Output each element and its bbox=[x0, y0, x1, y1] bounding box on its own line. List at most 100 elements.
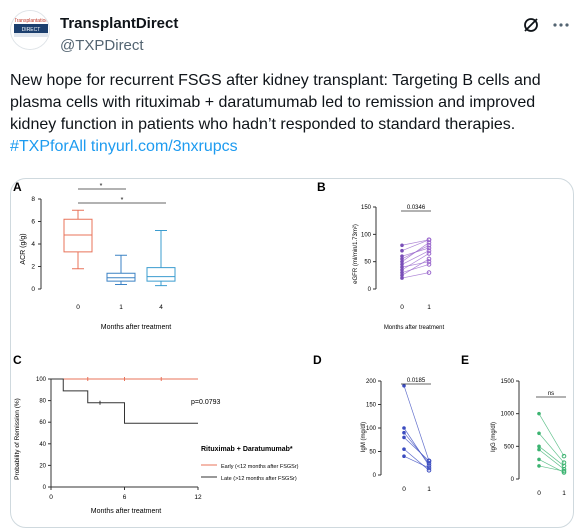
c-series-line bbox=[51, 378, 198, 424]
d-ytick-label: 150 bbox=[366, 403, 377, 409]
hashtag-link[interactable]: #TXPforAll bbox=[10, 138, 87, 155]
c-ytick-label: 100 bbox=[36, 377, 47, 383]
grok-icon[interactable] bbox=[522, 16, 540, 34]
c-ytick-label: 60 bbox=[39, 420, 46, 426]
d-pair-line bbox=[403, 448, 430, 471]
b-point bbox=[400, 265, 404, 269]
panel-d-label: D bbox=[313, 353, 322, 367]
e-pair-line bbox=[538, 413, 565, 457]
b-point bbox=[426, 251, 432, 256]
b-point bbox=[426, 270, 432, 275]
d-ytick-label: 100 bbox=[366, 426, 377, 432]
logo-icon: Transplantation DIRECT bbox=[11, 11, 49, 49]
a-xtick-label: 0 bbox=[76, 304, 80, 311]
d-point bbox=[402, 430, 406, 435]
b-point bbox=[400, 273, 404, 278]
panel-d-ylabel: IgM (mg/dl) bbox=[361, 422, 367, 452]
a-xtick-label: 1 bbox=[119, 304, 123, 311]
e-point bbox=[537, 464, 541, 468]
d-ytick-label: 200 bbox=[366, 379, 377, 385]
b-point bbox=[426, 248, 432, 254]
a-box bbox=[63, 218, 93, 253]
e-pair-line bbox=[538, 465, 565, 472]
b-pair-line bbox=[401, 264, 430, 273]
legend-early: Early (<12 months after FSGSr) bbox=[221, 464, 299, 470]
d-pair-line bbox=[403, 437, 430, 462]
a-box bbox=[146, 267, 176, 282]
panel-a: A ACR (g/g) 0 2 4 6 8 0 1 4 Months after treat… bbox=[13, 180, 176, 331]
e-ytick-label: 0 bbox=[511, 477, 515, 483]
b-point bbox=[426, 256, 432, 262]
d-pair-line bbox=[403, 427, 430, 466]
d-point bbox=[402, 454, 406, 459]
e-point bbox=[561, 468, 567, 474]
handle[interactable]: @TXPDirect bbox=[60, 37, 144, 54]
d-point bbox=[426, 465, 432, 471]
avatar[interactable]: Transplantation DIRECT bbox=[10, 10, 50, 50]
a-box bbox=[106, 272, 136, 282]
c-ytick-label: 80 bbox=[39, 399, 46, 405]
a-ytick-label: 8 bbox=[31, 196, 35, 203]
b-point bbox=[400, 243, 404, 248]
panel-b-xlabel: Months after treatment bbox=[384, 325, 445, 331]
b-point bbox=[400, 268, 404, 272]
more-icon[interactable] bbox=[552, 16, 570, 34]
a-ytick-label: 2 bbox=[31, 264, 35, 271]
d-xtick-label: 0 bbox=[402, 486, 406, 493]
e-xtick-label: 1 bbox=[562, 490, 566, 497]
b-point bbox=[400, 259, 404, 264]
url-link[interactable]: tinyurl.com/3nxrupcs bbox=[90, 138, 238, 155]
b-point bbox=[400, 248, 404, 253]
e-xtick-label: 0 bbox=[537, 490, 541, 497]
e-point bbox=[537, 457, 541, 462]
a-ytick-label: 6 bbox=[31, 219, 35, 226]
e-point bbox=[537, 447, 541, 452]
sig-a-2: * bbox=[121, 197, 124, 204]
panel-e-label: E bbox=[461, 353, 469, 367]
c-xtick-label: 0 bbox=[49, 494, 53, 501]
e-ytick-label: 1000 bbox=[501, 412, 515, 418]
panel-b-label: B bbox=[317, 180, 326, 194]
b-point bbox=[400, 262, 404, 267]
d-point bbox=[426, 458, 432, 464]
b-ytick-label: 0 bbox=[368, 287, 372, 293]
b-point bbox=[426, 242, 432, 248]
sig-a-1: * bbox=[100, 183, 103, 190]
e-point bbox=[561, 453, 567, 459]
legend-late: Late (>12 months after FSGSr) bbox=[221, 476, 297, 482]
d-point bbox=[402, 426, 406, 430]
b-ytick-label: 150 bbox=[361, 205, 372, 211]
b-point bbox=[426, 262, 432, 267]
d-xtick-label: 1 bbox=[427, 486, 431, 493]
d-point bbox=[402, 383, 406, 388]
panel-d-pvalue: 0.0185 bbox=[407, 378, 426, 384]
b-ytick-label: 50 bbox=[364, 260, 371, 266]
figure-svg: A ACR (g/g) 0 2 4 6 8 0 1 4 Months after treat… bbox=[13, 180, 567, 515]
e-pair-line bbox=[538, 446, 565, 467]
panel-c: C Probability of Remission (%) 020406080… bbox=[13, 353, 299, 515]
c-ytick-label: 20 bbox=[39, 463, 46, 469]
legend-title: Rituximab + Daratumumab* bbox=[201, 446, 293, 453]
display-name[interactable]: TransplantDirect bbox=[60, 15, 179, 32]
panel-a-xlabel: Months after treatment bbox=[101, 324, 171, 331]
e-ytick-label: 500 bbox=[504, 444, 515, 450]
b-xtick-label: 0 bbox=[400, 304, 404, 311]
e-ytick-label: 1500 bbox=[501, 379, 515, 385]
panel-c-label: C bbox=[13, 353, 22, 367]
b-pair-line bbox=[401, 250, 430, 265]
b-pair-line bbox=[401, 239, 430, 246]
b-pair-line bbox=[401, 253, 430, 271]
panel-b-pvalue: 0.0346 bbox=[407, 205, 426, 211]
b-ytick-label: 100 bbox=[361, 232, 372, 238]
media-figure[interactable]: A ACR (g/g) 0 2 4 6 8 0 1 4 Months after treat… bbox=[10, 178, 574, 528]
panel-c-xlabel: Months after treatment bbox=[91, 508, 161, 515]
b-pair-line bbox=[401, 272, 430, 279]
d-pair-line bbox=[403, 385, 430, 462]
b-point bbox=[400, 276, 404, 280]
b-pair-line bbox=[401, 258, 430, 276]
d-ytick-label: 0 bbox=[373, 473, 377, 479]
panel-e-ylabel: IgG (mg/dl) bbox=[491, 422, 497, 452]
panel-b: B eGFR (ml/min/1.73m²) 0 50 100 150 0 1 0.03… bbox=[317, 180, 445, 331]
c-ytick-label: 0 bbox=[43, 485, 47, 491]
b-pair-line bbox=[401, 242, 430, 262]
